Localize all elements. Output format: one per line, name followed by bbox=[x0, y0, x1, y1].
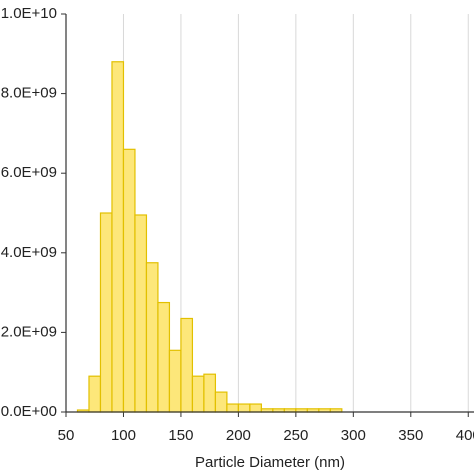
x-axis-label: Particle Diameter (nm) bbox=[195, 454, 345, 471]
y-tick-label: 0.0E+00 bbox=[1, 403, 57, 420]
x-tick-label: 400 bbox=[456, 427, 474, 444]
bar bbox=[122, 148, 136, 413]
bar bbox=[88, 375, 102, 413]
x-tick-label: 250 bbox=[283, 427, 308, 444]
bar bbox=[157, 301, 171, 413]
bar bbox=[168, 349, 182, 413]
y-tick-label: 6.0E+09 bbox=[1, 164, 57, 181]
x-tick-label: 200 bbox=[226, 427, 251, 444]
x-tick-label: 50 bbox=[58, 427, 75, 444]
bar bbox=[99, 212, 113, 413]
bar bbox=[203, 373, 217, 413]
bar bbox=[226, 403, 239, 413]
bar bbox=[237, 403, 251, 413]
y-tick-label: 4.0E+09 bbox=[1, 244, 57, 261]
y-tick-label: 2.0E+09 bbox=[1, 323, 57, 340]
bar bbox=[191, 375, 205, 413]
bar bbox=[134, 214, 148, 413]
x-tick-label: 100 bbox=[111, 427, 136, 444]
x-tick-label: 150 bbox=[168, 427, 193, 444]
bar bbox=[214, 391, 228, 413]
x-tick-label: 300 bbox=[341, 427, 366, 444]
bar bbox=[145, 262, 159, 413]
x-tick-label: 350 bbox=[398, 427, 423, 444]
y-tick-label: 8.0E+09 bbox=[1, 85, 57, 102]
bar bbox=[180, 317, 194, 413]
y-tick-label: 1.0E+10 bbox=[1, 5, 57, 22]
bar bbox=[249, 403, 262, 413]
bar bbox=[111, 61, 125, 413]
